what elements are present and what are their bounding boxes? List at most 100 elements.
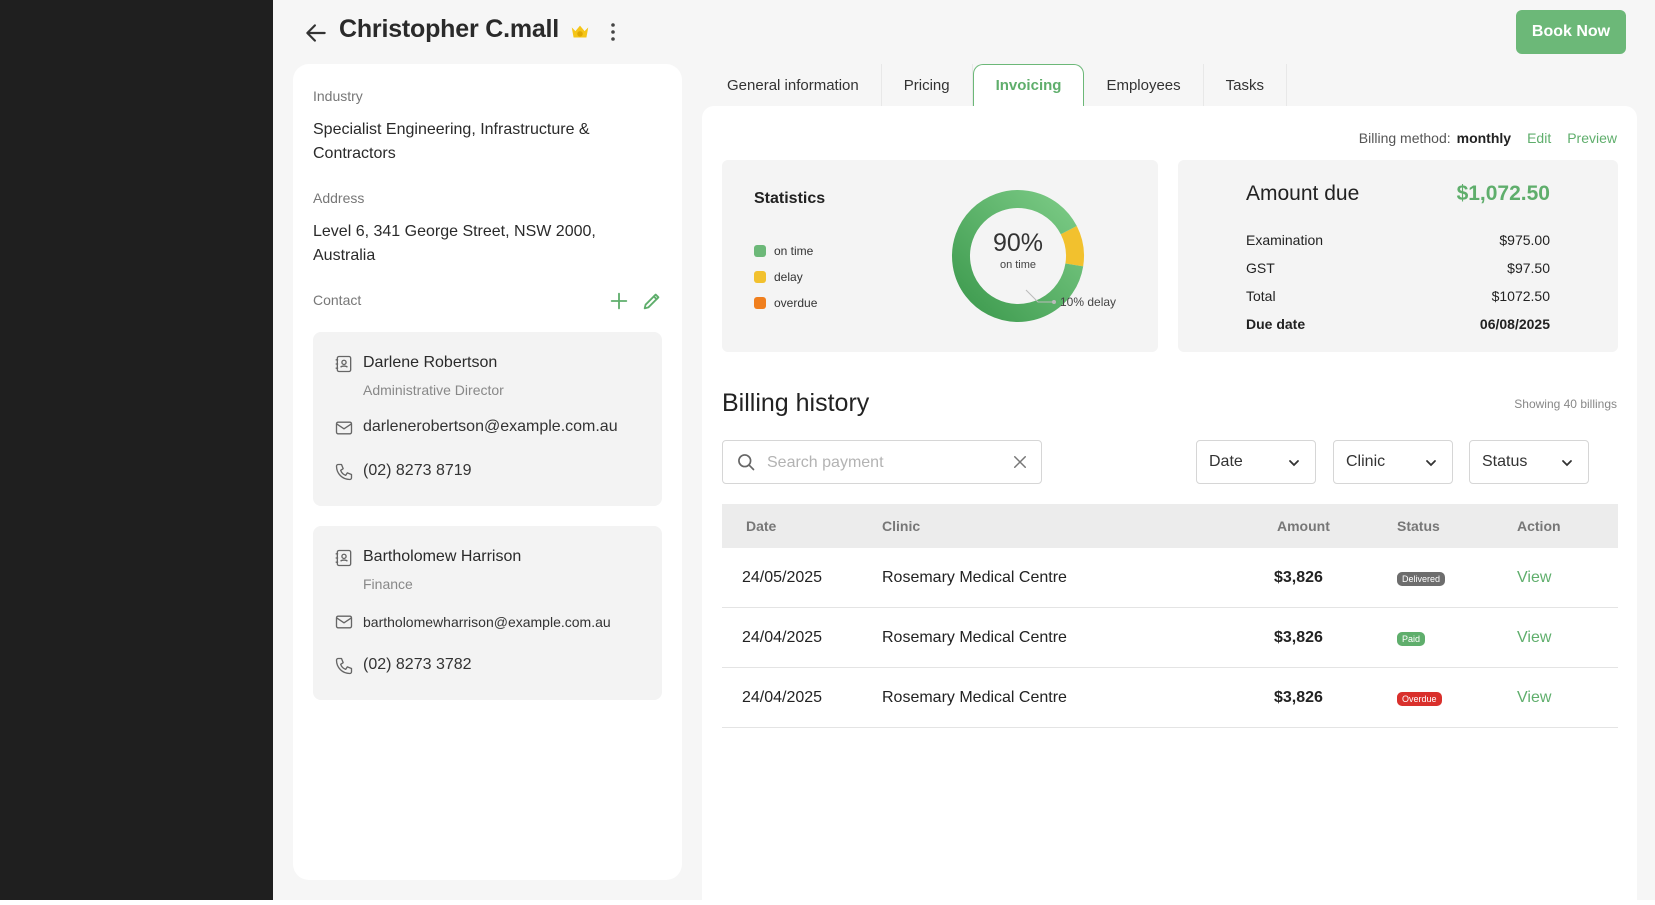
status-badge: Overdue [1397, 692, 1442, 706]
date-filter-label: Date [1209, 453, 1243, 470]
page-title: Christopher C.mall [339, 15, 560, 43]
legend-label: delay [774, 270, 803, 284]
due-row: Examination $975.00 [1246, 232, 1550, 248]
industry-value: Specialist Engineering, Infrastructure &… [313, 121, 590, 162]
invoicing-panel: Billing method: monthly Edit Preview Sta… [702, 106, 1637, 900]
billing-count: Showing 40 billings [1514, 397, 1617, 411]
statistics-card: Statistics on time delay overdue [722, 160, 1158, 352]
contact-email[interactable]: darlenerobertson@example.com.au [363, 418, 618, 435]
contact-phone[interactable]: (02) 8273 3782 [363, 656, 472, 673]
tab-tasks[interactable]: Tasks [1204, 64, 1287, 106]
legend-label: on time [774, 244, 814, 258]
row-clinic: Rosemary Medical Centre [882, 629, 1067, 646]
tab-general-information[interactable]: General information [705, 64, 882, 106]
search-box [722, 440, 1042, 484]
amount-due-title: Amount due [1246, 182, 1360, 205]
chevron-down-icon [1562, 460, 1572, 467]
row-date: 24/05/2025 [742, 569, 823, 586]
status-badge: Delivered [1397, 572, 1446, 586]
due-date-label: Due date [1246, 316, 1306, 332]
contact-label: Contact [313, 292, 362, 308]
donut-chart: 90% on time 10% delay [952, 190, 1116, 322]
tab-invoicing[interactable]: Invoicing [972, 64, 1085, 106]
due-row-value: $97.50 [1507, 260, 1550, 276]
column-header-clinic[interactable]: Clinic [882, 518, 921, 534]
contact-role: Administrative Director [363, 382, 504, 398]
edit-billing-link[interactable]: Edit [1527, 130, 1552, 146]
contact-name: Bartholomew Harrison [363, 548, 522, 565]
row-amount: $3,826 [1274, 689, 1323, 706]
table-row: 24/04/2025 Rosemary Medical Centre $3,82… [722, 608, 1618, 668]
date-filter-dropdown[interactable]: Date [1196, 440, 1316, 484]
phone-icon [335, 463, 353, 481]
due-row-value: $1072.50 [1491, 288, 1550, 304]
due-date-value: 06/08/2025 [1479, 316, 1550, 332]
amount-due-card: Amount due $1,072.50 Examination $975.00 … [1178, 160, 1618, 352]
row-clinic: Rosemary Medical Centre [882, 689, 1067, 706]
column-header-date[interactable]: Date [746, 518, 777, 534]
due-row-label: Total [1246, 288, 1276, 304]
chevron-down-icon [1426, 460, 1436, 467]
status-filter-dropdown[interactable]: Status [1469, 440, 1589, 484]
row-amount: $3,826 [1274, 569, 1323, 586]
book-now-button[interactable]: Book Now [1516, 10, 1626, 54]
column-header-status[interactable]: Status [1397, 518, 1440, 534]
column-header-action: Action [1517, 518, 1561, 534]
mail-icon [335, 421, 353, 435]
contact-card: Darlene Robertson Administrative Directo… [313, 332, 662, 506]
search-icon [738, 454, 755, 471]
chevron-down-icon [1289, 460, 1299, 467]
preview-billing-link[interactable]: Preview [1567, 130, 1617, 146]
due-row-label: Examination [1246, 232, 1324, 248]
due-row: Total $1072.50 [1246, 288, 1550, 304]
due-row-value: $975.00 [1499, 232, 1550, 248]
dark-sidebar-rail [0, 0, 273, 900]
legend-label: overdue [774, 296, 818, 310]
address-label: Address [313, 190, 365, 206]
mail-icon [335, 615, 353, 629]
donut-segments [952, 190, 1084, 322]
legend-swatch [754, 271, 766, 283]
statistics-title: Statistics [754, 190, 826, 207]
view-link[interactable]: View [1517, 689, 1552, 706]
billing-history-title: Billing history [722, 389, 870, 417]
industry-label: Industry [313, 88, 363, 104]
column-header-amount[interactable]: Amount [1277, 518, 1330, 534]
clinic-filter-dropdown[interactable]: Clinic [1333, 440, 1453, 484]
more-options-icon[interactable] [603, 21, 623, 43]
clinic-filter-label: Clinic [1346, 453, 1386, 470]
due-row: GST $97.50 [1246, 260, 1550, 276]
contact-email[interactable]: bartholomewharrison@example.com.au [363, 614, 611, 630]
crown-icon [571, 25, 589, 38]
tab-employees[interactable]: Employees [1084, 64, 1204, 106]
delay-segment [1060, 226, 1084, 267]
search-payment-input[interactable] [767, 449, 987, 477]
contact-book-icon [335, 549, 352, 567]
back-arrow-icon[interactable] [303, 20, 329, 46]
legend-swatch [754, 297, 766, 309]
billing-method-label: Billing method: [1358, 130, 1451, 146]
contact-book-icon [335, 355, 352, 373]
contact-phone[interactable]: (02) 8273 8719 [363, 462, 472, 479]
row-clinic: Rosemary Medical Centre [882, 569, 1067, 586]
status-filter-label: Status [1482, 453, 1528, 470]
row-date: 24/04/2025 [742, 689, 823, 706]
legend-item: delay [754, 270, 803, 284]
due-row: Due date 06/08/2025 [1246, 316, 1550, 332]
add-contact-icon[interactable] [608, 290, 630, 312]
contact-role: Finance [363, 576, 413, 592]
billing-method-value: monthly [1456, 130, 1512, 146]
donut-center-label: on time [1000, 259, 1036, 271]
edit-contact-icon[interactable] [641, 290, 663, 312]
row-date: 24/04/2025 [742, 629, 823, 646]
view-link[interactable]: View [1517, 569, 1552, 586]
view-link[interactable]: View [1517, 629, 1552, 646]
legend-item: overdue [754, 296, 817, 310]
tab-bar: General information Pricing Invoicing Em… [705, 64, 1287, 106]
address-value: Level 6, 341 George Street, NSW 2000, Au… [313, 223, 596, 264]
app-container: Christopher C.mall Book Now Industry Spe… [273, 0, 1655, 900]
phone-icon [335, 657, 353, 675]
callout-dot [1052, 300, 1056, 304]
clear-search-icon[interactable] [1011, 453, 1029, 471]
tab-pricing[interactable]: Pricing [882, 64, 973, 106]
